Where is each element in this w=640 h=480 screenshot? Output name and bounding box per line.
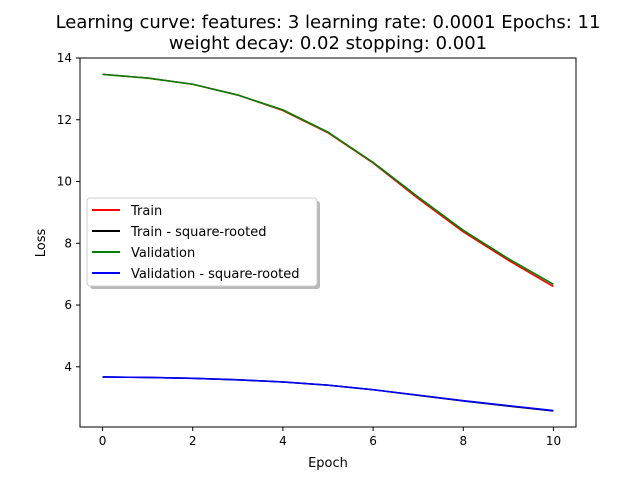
plot-lines bbox=[102, 73, 554, 412]
legend-label-1: Train - square-rooted bbox=[130, 225, 266, 240]
plot-frame bbox=[79, 57, 577, 428]
legend: Train Train - square-rooted Validation Vali… bbox=[86, 197, 320, 289]
y-tick-label-2: 8 bbox=[64, 236, 72, 250]
x-tick-label-1: 2 bbox=[189, 434, 197, 448]
y-tick-label-5: 14 bbox=[57, 51, 72, 65]
y-tick-label-0: 4 bbox=[64, 360, 72, 374]
y-tick-label-4: 12 bbox=[57, 113, 72, 127]
legend-label-0: Train bbox=[130, 204, 162, 219]
y-tick-label-3: 10 bbox=[57, 175, 72, 189]
legend-box bbox=[86, 197, 318, 287]
y-axis-label: Loss bbox=[34, 229, 49, 258]
x-tick-label-5: 10 bbox=[546, 434, 561, 448]
y-tick-label-1: 6 bbox=[64, 298, 72, 312]
series-line-3 bbox=[102, 376, 554, 412]
x-tick-label-0: 0 bbox=[99, 434, 107, 448]
x-tick-label-2: 4 bbox=[279, 434, 287, 448]
series-line-2 bbox=[102, 73, 554, 286]
series-line-1 bbox=[102, 376, 554, 412]
x-axis-ticks: 0 2 4 6 8 10 bbox=[99, 427, 561, 448]
y-axis-ticks: 4 6 8 10 12 14 bbox=[57, 51, 80, 374]
chart-title-line-1: Learning curve: features: 3 learning rat… bbox=[56, 12, 601, 33]
legend-label-3: Validation - square-rooted bbox=[131, 267, 299, 282]
x-axis-label: Epoch bbox=[308, 456, 348, 471]
chart-title-line-2: weight decay: 0.02 stopping: 0.001 bbox=[169, 33, 487, 54]
legend-label-2: Validation bbox=[131, 246, 195, 261]
x-tick-label-3: 6 bbox=[369, 434, 377, 448]
x-tick-label-4: 8 bbox=[459, 434, 467, 448]
